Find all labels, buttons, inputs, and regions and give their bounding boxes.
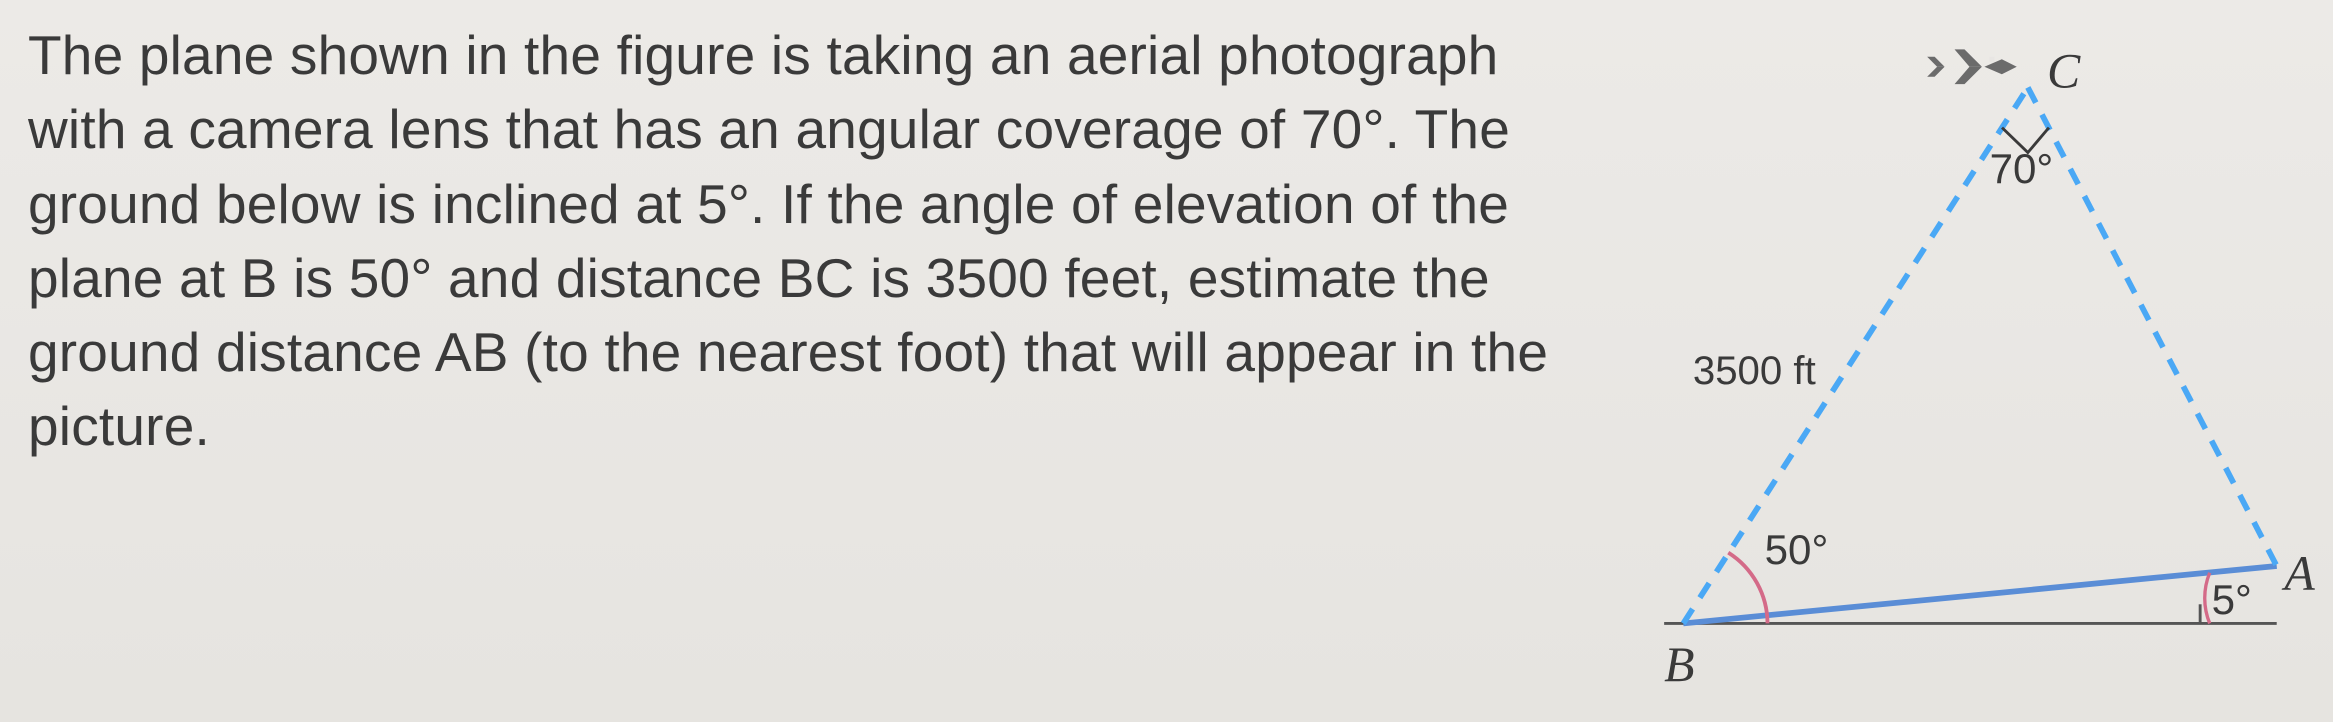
angle-C-value: 70°: [1990, 145, 2054, 192]
triangle-figure: C B A 70° 50° 5° 3500 ft: [1640, 30, 2320, 700]
plane-icon: [1927, 49, 2017, 84]
angle-B-value: 50°: [1765, 526, 1829, 573]
angle-A-value: 5°: [2212, 576, 2252, 623]
angle-arc-A: [2205, 573, 2210, 624]
distance-BC-label: 3500 ft: [1693, 348, 1816, 393]
edge-CA: [2028, 87, 2277, 566]
angle-arc-B: [1728, 553, 1767, 624]
problem-text: The plane shown in the figure is taking …: [28, 18, 1568, 464]
label-A: A: [2281, 546, 2315, 601]
label-B: B: [1664, 637, 1694, 692]
label-C: C: [2047, 43, 2081, 98]
edge-BA: [1683, 566, 2276, 623]
